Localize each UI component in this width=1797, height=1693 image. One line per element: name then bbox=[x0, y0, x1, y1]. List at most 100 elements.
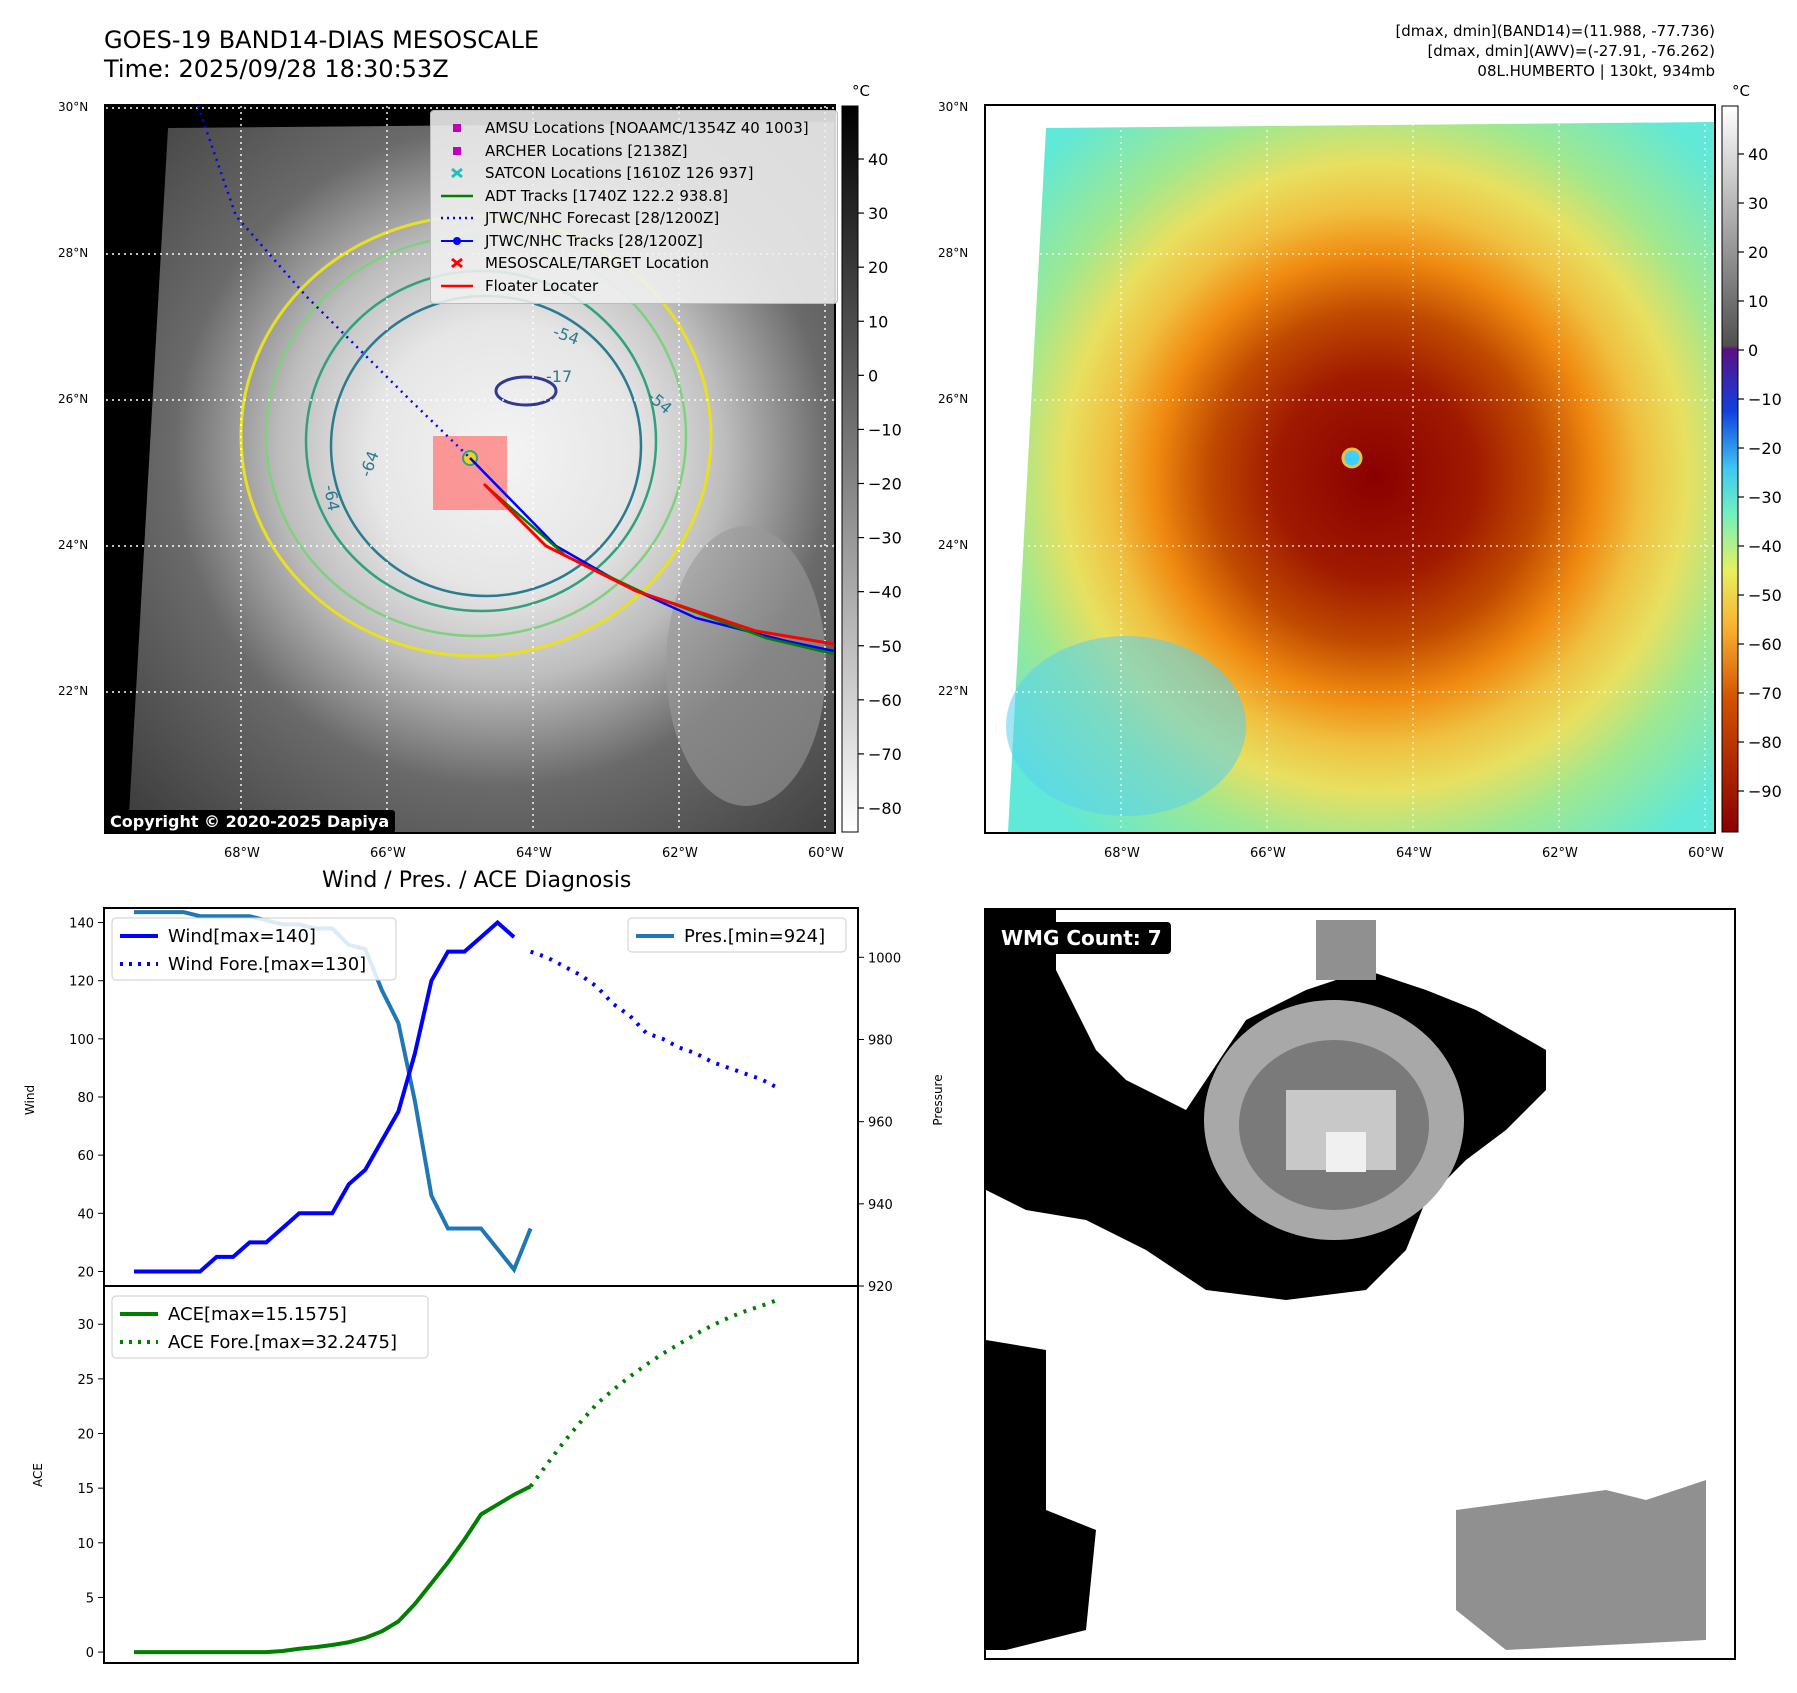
wmg-gray-patch-top bbox=[1316, 920, 1376, 980]
legend-label: AMSU Locations [NOAAMC/1354Z 40 1003] bbox=[485, 119, 809, 137]
pressure-tick-label: 920 bbox=[868, 1280, 893, 1295]
colorbar-tick-label: −80 bbox=[868, 799, 902, 818]
colorbar-tick-label: −80 bbox=[1748, 733, 1782, 752]
chart-legend-label: ACE[max=15.1575] bbox=[168, 1304, 347, 1325]
legend-label: ADT Tracks [1740Z 122.2 938.8] bbox=[485, 186, 729, 205]
colorbar-tick-label: −30 bbox=[868, 529, 902, 548]
wmg-panel bbox=[984, 908, 1736, 1660]
pressure-tick-label: 940 bbox=[868, 1198, 893, 1213]
pressure-axis-label: Pressure bbox=[931, 1074, 945, 1125]
legend-item: ADT Tracks [1740Z 122.2 938.8] bbox=[439, 185, 829, 208]
wind-forecast-line bbox=[529, 949, 780, 1091]
chart-legend-label: Pres.[min=924] bbox=[684, 926, 825, 947]
chart-legend-label: Wind[max=140] bbox=[168, 926, 316, 947]
longitude-label: 66°W bbox=[370, 846, 406, 861]
awv-colorbar-unit: °C bbox=[1732, 82, 1750, 100]
latitude-label: 22°N bbox=[938, 684, 969, 698]
mesoscale-target-box bbox=[433, 436, 507, 510]
wmg-eye-center bbox=[1326, 1132, 1366, 1172]
legend-item: JTWC/NHC Tracks [28/1200Z] bbox=[439, 230, 829, 253]
square-marker-icon bbox=[439, 142, 475, 160]
colorbar-tick-label: 0 bbox=[868, 366, 878, 385]
awv-eye bbox=[1341, 447, 1363, 469]
chart-title-line2: Time: 2025/09/28 18:30:53Z bbox=[104, 55, 449, 83]
map-legend: AMSU Locations [NOAAMC/1354Z 40 1003] ARC… bbox=[430, 110, 838, 304]
ace-tick-label: 25 bbox=[77, 1373, 94, 1388]
colorbar-tick-label: 20 bbox=[868, 258, 888, 277]
wmg-black-region-lower bbox=[986, 1340, 1096, 1650]
chart-legend bbox=[111, 1295, 429, 1359]
colorbar-tick-label: 40 bbox=[1748, 145, 1768, 164]
wind-tick-label: 100 bbox=[69, 1033, 94, 1048]
colorbar-tick-label: 40 bbox=[868, 150, 888, 169]
legend-item: MESOSCALE/TARGET Location bbox=[439, 252, 829, 275]
dot-line-icon bbox=[439, 232, 475, 250]
wind-tick-label: 40 bbox=[77, 1207, 94, 1222]
pressure-tick-label: 1000 bbox=[868, 951, 901, 966]
solid-line-icon bbox=[439, 277, 475, 295]
ace-forecast-line bbox=[528, 1297, 780, 1488]
chart-legend-label: Wind Fore.[max=130] bbox=[168, 954, 366, 975]
colorbar-tick-label: 30 bbox=[868, 204, 888, 223]
latitude-label: 22°N bbox=[58, 684, 89, 698]
pressure-tick-label: 980 bbox=[868, 1033, 893, 1048]
contour-label-2: -64 bbox=[320, 483, 343, 512]
wind-line bbox=[134, 919, 516, 1274]
legend-label: JTWC/NHC Tracks [28/1200Z] bbox=[485, 231, 703, 250]
wind-tick-label: 60 bbox=[77, 1149, 94, 1164]
latitude-label: 30°N bbox=[938, 100, 969, 114]
colorbar-tick-label: −60 bbox=[1748, 635, 1782, 654]
dotted-line-icon bbox=[439, 209, 475, 227]
colorbar-tick-label: −70 bbox=[868, 745, 902, 764]
latitude-label: 24°N bbox=[938, 538, 969, 552]
legend-label: JTWC/NHC Forecast [28/1200Z] bbox=[485, 209, 720, 227]
colorbar-tick-label: −50 bbox=[868, 637, 902, 656]
contour-navy bbox=[494, 375, 558, 407]
ace-line bbox=[134, 1484, 532, 1655]
longitude-label: 68°W bbox=[224, 846, 260, 861]
latitude-label: 24°N bbox=[58, 538, 89, 552]
longitude-label: 62°W bbox=[1542, 846, 1578, 861]
colorbar-tick-label: −10 bbox=[1748, 390, 1782, 409]
chart-legend bbox=[111, 917, 397, 981]
band14-colorbar-unit: °C bbox=[852, 82, 870, 100]
colorbar-tick-label: 0 bbox=[1748, 341, 1758, 360]
ace-tick-label: 15 bbox=[77, 1482, 94, 1497]
square-marker-icon bbox=[439, 119, 475, 137]
longitude-label: 66°W bbox=[1250, 846, 1286, 861]
colorbar-tick-label: −40 bbox=[1748, 537, 1782, 556]
longitude-label: 62°W bbox=[662, 846, 698, 861]
legend-label: ARCHER Locations [2138Z] bbox=[485, 141, 688, 160]
colorbar-tick-label: −90 bbox=[1748, 782, 1782, 801]
chart-legend bbox=[627, 917, 847, 953]
forecast-track bbox=[196, 106, 471, 459]
longitude-label: 64°W bbox=[1396, 846, 1432, 861]
wmg-count-badge: WMG Count: 7 bbox=[992, 922, 1171, 954]
chart-title-line1: GOES-19 BAND14-DIAS MESOSCALE bbox=[104, 26, 540, 54]
diagnosis-title: Wind / Pres. / ACE Diagnosis bbox=[322, 868, 632, 893]
solid-line-icon bbox=[439, 187, 475, 205]
pressure-tick-label: 960 bbox=[868, 1116, 893, 1131]
diagnosis-chart: 20 40 60 80 100 120 140 920 940 960 980 1000 0 5 10 15 2… bbox=[23, 907, 945, 1664]
legend-item: Floater Locater bbox=[439, 275, 829, 298]
legend-item: ARCHER Locations [2138Z] bbox=[439, 140, 829, 163]
latitude-label: 28°N bbox=[58, 246, 89, 260]
contour-label-5: -17 bbox=[546, 367, 572, 386]
info-line-storm: 08L.HUMBERTO | 130kt, 934mb bbox=[1477, 62, 1715, 80]
latitude-label: 26°N bbox=[58, 392, 89, 406]
ace-axis-label: ACE bbox=[31, 1463, 45, 1487]
colorbar-tick-label: −20 bbox=[1748, 439, 1782, 458]
ace-tick-label: 10 bbox=[77, 1537, 94, 1552]
awv-colorbar: 40 30 20 10 0 −10 −20 −30 −40 −50 −60 −70 −80 −90 bbox=[1721, 105, 1782, 833]
colorbar-tick-label: 10 bbox=[868, 312, 888, 331]
x-marker-icon bbox=[439, 164, 475, 182]
info-line-band14: [dmax, dmin](BAND14)=(11.988, -77.736) bbox=[1395, 22, 1715, 40]
copyright-label: Copyright © 2020-2025 Dapiya bbox=[104, 810, 396, 833]
wind-axis-label: Wind bbox=[23, 1085, 37, 1115]
wind-tick-label: 120 bbox=[69, 975, 94, 990]
colorbar-tick-label: −60 bbox=[868, 691, 902, 710]
awv-map-grid bbox=[986, 106, 1714, 832]
colorbar-tick-label: 20 bbox=[1748, 243, 1768, 262]
chart-legend-label: ACE Fore.[max=32.2475] bbox=[168, 1332, 397, 1353]
colorbar-tick-label: −40 bbox=[868, 583, 902, 602]
